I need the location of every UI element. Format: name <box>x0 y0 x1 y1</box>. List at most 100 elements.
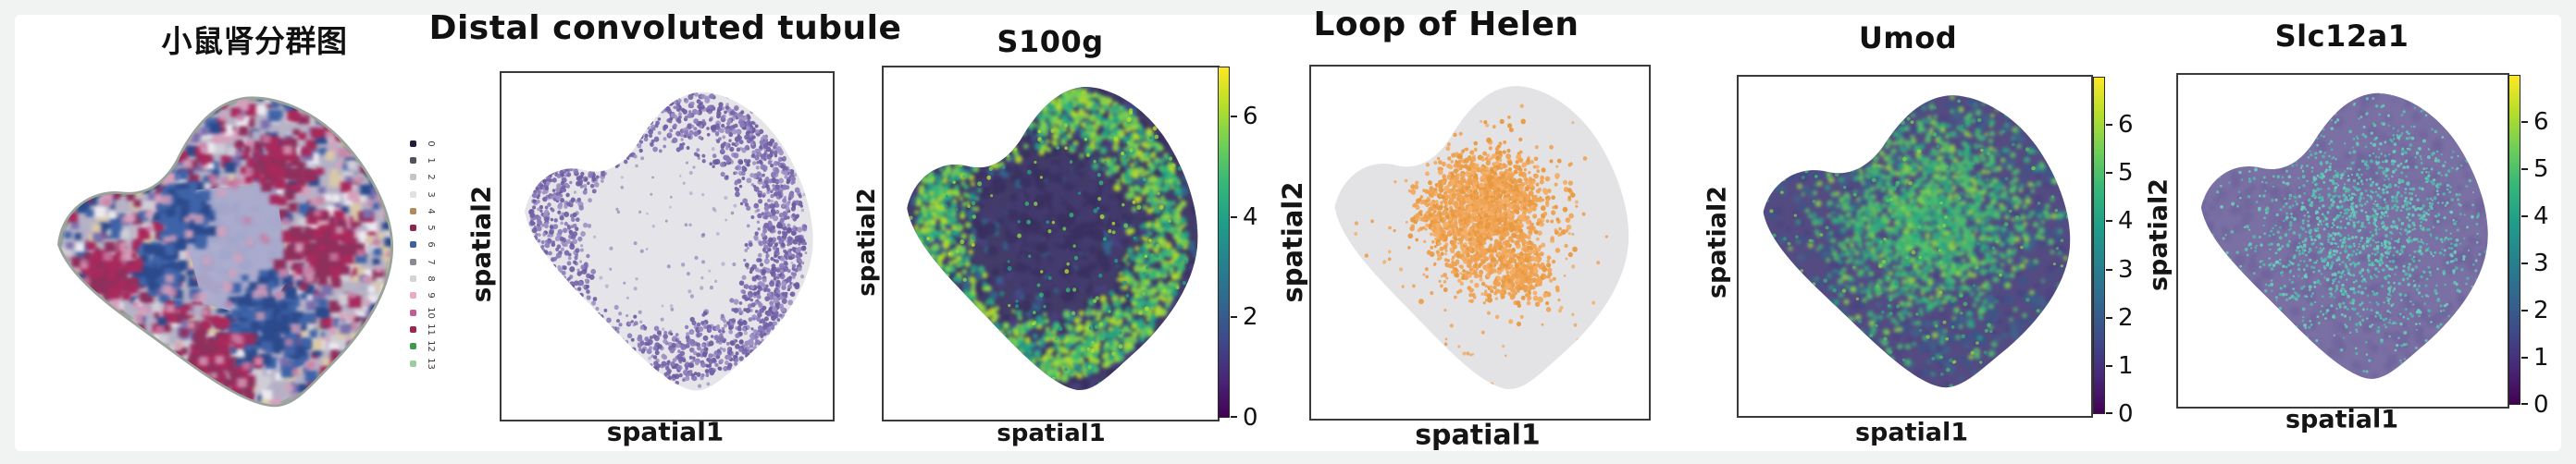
colorbar-tick-mark <box>2106 268 2112 271</box>
colorbar-tick-mark <box>2521 263 2528 264</box>
colorbar-tick-label: 2 <box>2118 303 2134 332</box>
colorbar-tick-mark <box>2521 310 2528 311</box>
legend-item: 10 <box>410 304 437 321</box>
umod-expression-plot <box>1763 95 2071 388</box>
cluster-map-plot <box>46 89 405 425</box>
colorbar-tick-label: 5 <box>2533 155 2549 183</box>
legend-label: 5 <box>426 225 436 231</box>
loh-bridge <box>1424 201 1522 303</box>
legend-swatch <box>410 190 416 198</box>
panel3-ylabel: spatial2 <box>853 188 881 297</box>
colorbar-gradient <box>1218 67 1230 418</box>
legend-item: 1 <box>410 152 437 168</box>
panel5-plot-box <box>1737 75 2093 418</box>
legend-item: 3 <box>410 186 437 202</box>
colorbar-tick-label: 5 <box>2118 159 2134 188</box>
colorbar-tick-mark <box>2521 357 2528 359</box>
loop-of-helen-highlight-plot <box>1334 85 1629 390</box>
colorbar-tick-label: 0 <box>1243 404 1258 432</box>
colorbar-tick-label: 4 <box>1243 202 1258 231</box>
panel4-plot-box <box>1309 65 1651 421</box>
legend-label: 0 <box>426 140 436 147</box>
legend-swatch <box>410 156 416 164</box>
dct-highlight-plot <box>525 92 813 391</box>
colorbar-tick-label: 2 <box>1243 303 1258 332</box>
colorbar-tick-label: 0 <box>2533 391 2549 419</box>
legend-label: 1 <box>426 157 436 164</box>
colorbar-tick-label: 6 <box>1243 103 1258 131</box>
panel1-title: 小鼠肾分群图 <box>161 23 348 59</box>
legend-label: 9 <box>426 292 436 299</box>
legend-item: 9 <box>410 287 437 304</box>
legend-item: 6 <box>410 237 437 253</box>
colorbar-tick-label: 2 <box>2533 297 2549 324</box>
cluster-red-4 <box>236 114 315 212</box>
legend-label: 13 <box>426 357 436 370</box>
slc12a1-colorbar: 0 1 2 3 4 5 6 <box>2508 75 2573 419</box>
legend-label: 10 <box>426 306 436 319</box>
slc12a1-expression-plot <box>2200 92 2488 379</box>
colorbar-gradient <box>2093 77 2105 414</box>
legend-item: 11 <box>410 321 437 337</box>
legend-item: 7 <box>410 253 437 270</box>
umod-colorbar: 0 1 2 3 4 5 6 <box>2093 77 2158 428</box>
legend-item: 0 <box>410 135 437 152</box>
colorbar-tick-mark <box>2106 412 2112 414</box>
panel3-xlabel: spatial1 <box>997 420 1106 447</box>
colorbar-tick-mark <box>2106 316 2112 319</box>
colorbar-tick-label: 0 <box>2118 400 2134 428</box>
panel2-xlabel: spatial1 <box>606 416 724 447</box>
panel3-plot-box <box>882 66 1220 421</box>
colorbar-tick-mark <box>1231 215 1237 218</box>
legend-label: 4 <box>426 208 436 214</box>
legend-item: 12 <box>410 338 437 355</box>
panel6-title: Slc12a1 <box>2274 18 2409 54</box>
legend-swatch <box>410 140 416 147</box>
legend-swatch <box>410 225 416 232</box>
panel4-ylabel: spatial2 <box>1277 181 1308 303</box>
colorbar-tick-label: 1 <box>2533 344 2549 372</box>
colorbar-tick-label: 6 <box>2533 108 2549 136</box>
colorbar-tick-mark <box>2521 121 2528 123</box>
colorbar-tick-mark <box>2106 124 2112 127</box>
colorbar-tick-mark <box>2106 364 2112 367</box>
legend-swatch <box>410 241 416 249</box>
colorbar-tick-label: 1 <box>2118 351 2134 380</box>
legend-swatch <box>410 309 416 316</box>
colorbar-tick-mark <box>2521 168 2528 170</box>
colorbar-tick-label: 3 <box>2118 255 2134 284</box>
legend-swatch <box>410 174 416 181</box>
colorbar-tick-label: 3 <box>2533 250 2549 277</box>
legend-label: 12 <box>426 340 436 353</box>
panel4-xlabel: spatial1 <box>1415 419 1541 452</box>
cluster-blue-3 <box>128 238 188 300</box>
s100g-expression-plot <box>907 86 1198 391</box>
colorbar-gradient <box>2508 75 2520 405</box>
legend-label: 8 <box>426 275 436 282</box>
umod-high-center <box>1773 95 2071 377</box>
legend-item: 8 <box>410 270 437 287</box>
colorbar-tick-label: 6 <box>2118 111 2134 140</box>
legend-swatch <box>410 207 416 214</box>
panel2-ylabel: spatial2 <box>465 185 497 303</box>
panel2-plot-box <box>500 71 835 421</box>
figure-background <box>15 15 2561 451</box>
legend-item: 4 <box>410 202 437 219</box>
legend-item: 13 <box>410 355 437 372</box>
panel5-ylabel: spatial2 <box>1703 185 1732 299</box>
colorbar-tick-mark <box>2106 172 2112 175</box>
legend-item: 2 <box>410 169 437 186</box>
colorbar-tick-mark <box>2521 403 2528 405</box>
panel5-xlabel: spatial1 <box>1854 418 1969 447</box>
colorbar-tick-mark <box>2106 220 2112 223</box>
colorbar-tick-mark <box>1231 416 1237 418</box>
panel4-title: Loop of Helen <box>1313 6 1579 43</box>
colorbar-tick-mark <box>2521 215 2528 217</box>
legend-swatch <box>410 258 416 265</box>
legend-swatch <box>410 343 416 350</box>
panel3-title: S100g <box>997 24 1104 59</box>
legend-swatch <box>410 325 416 333</box>
legend-item: 5 <box>410 219 437 236</box>
panel5-title: Umod <box>1858 20 1958 55</box>
